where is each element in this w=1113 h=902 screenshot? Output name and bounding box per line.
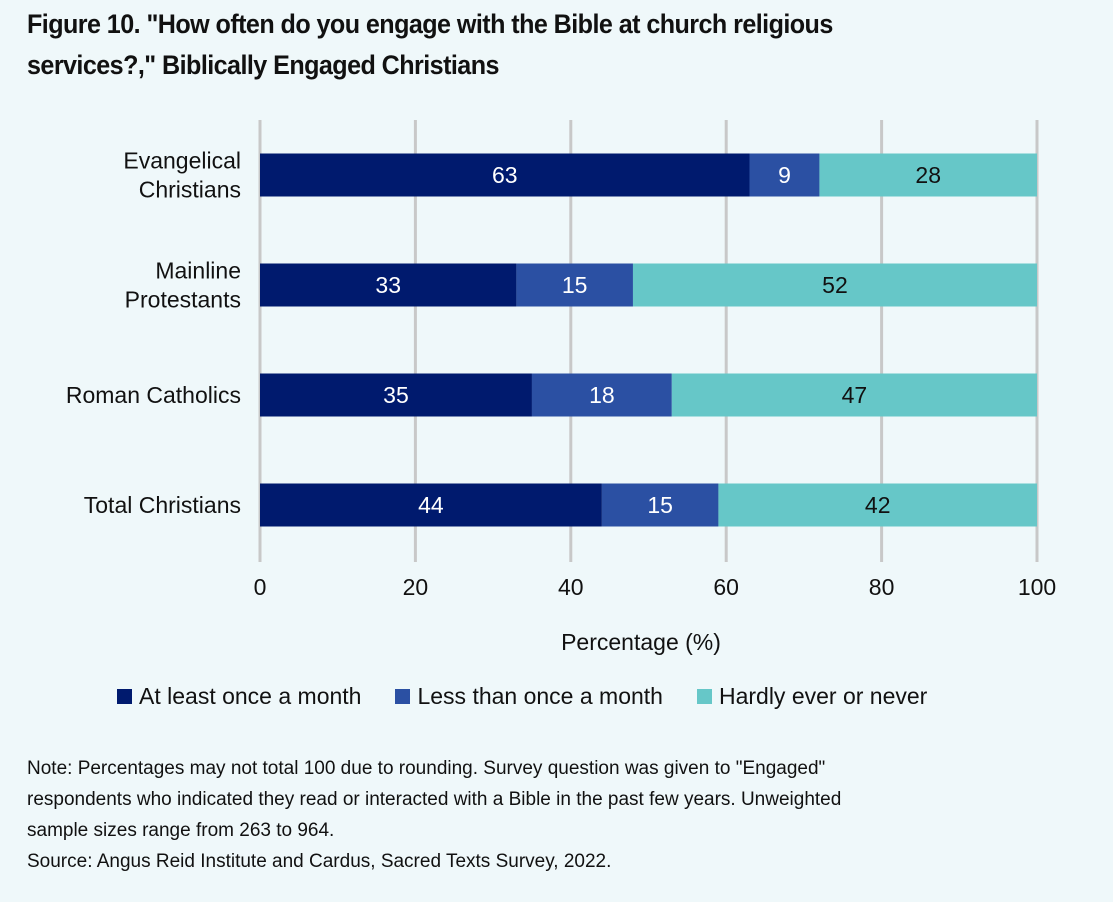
data-label: 63 (492, 162, 518, 188)
legend-item-at-least-monthly: At least once a month (117, 683, 361, 710)
category-label: Christians (139, 177, 241, 203)
bar-segment (260, 483, 602, 527)
stacked-bar-chart: 63 9 28 33 15 52 35 18 47 44 15 42 Evangelical Chris… (66, 120, 1057, 655)
bar-segment (819, 153, 1037, 197)
x-tick-label: 80 (869, 574, 895, 600)
legend-item-hardly-ever: Hardly ever or never (696, 682, 928, 710)
x-tick-labels: 0 20 40 60 80 100 (254, 574, 1057, 600)
legend-swatch (696, 688, 712, 704)
data-label: 35 (383, 382, 409, 408)
category-label: Mainline (155, 258, 241, 284)
note-line: Note: Percentages may not total 100 due … (27, 758, 826, 779)
data-label: 18 (589, 382, 615, 408)
bar-segment (260, 153, 750, 197)
x-tick-label: 20 (403, 574, 429, 600)
bar-segment (516, 263, 633, 307)
figure-title-line-2: services?," Biblically Engaged Christian… (27, 50, 499, 80)
data-label: 15 (562, 272, 588, 298)
source-line: Source: Angus Reid Institute and Cardus,… (27, 851, 612, 872)
legend-item-less-than-monthly: Less than once a month (395, 683, 663, 710)
legend-swatch (395, 688, 411, 704)
category-label: Evangelical (123, 148, 241, 174)
bar-segment (671, 373, 1037, 417)
x-axis-title: Percentage (%) (561, 629, 721, 655)
note-line: respondents who indicated they read or i… (27, 789, 842, 810)
legend-label: Less than once a month (417, 682, 663, 709)
legend-label: Hardly ever or never (718, 682, 928, 709)
bars: 63 9 28 33 15 52 35 18 47 44 15 42 (260, 153, 1037, 527)
bar-segment (718, 483, 1037, 527)
figure-title-line-1: Figure 10. "How often do you engage with… (27, 9, 833, 39)
bar-segment (601, 483, 719, 527)
x-tick-label: 100 (1018, 574, 1056, 600)
category-label: Total Christians (84, 492, 241, 518)
legend-label: At least once a month (139, 682, 362, 709)
x-tick-label: 40 (558, 574, 584, 600)
x-tick-label: 0 (254, 574, 267, 600)
category-label: Protestants (125, 287, 241, 313)
data-label: 42 (865, 492, 891, 518)
data-label: 33 (375, 272, 401, 298)
category-labels: Evangelical Christians Mainline Protestants… (66, 148, 241, 519)
figure-title: Figure 10. "How often do you engage with… (27, 4, 1022, 86)
category-label: Roman Catholics (66, 382, 241, 408)
bar-segment (632, 263, 1037, 307)
bar-segment (260, 263, 517, 307)
data-label: 15 (647, 492, 673, 518)
x-tick-label: 60 (713, 574, 739, 600)
bar-segment (749, 153, 820, 197)
data-label: 44 (418, 492, 444, 518)
data-label: 52 (822, 272, 848, 298)
data-label: 9 (778, 162, 791, 188)
notes: Note: Percentages may not total 100 due … (27, 753, 1087, 877)
bar-segment (260, 373, 532, 417)
note-line: sample sizes range from 263 to 964. (27, 820, 335, 841)
legend-swatch (117, 688, 132, 704)
data-label: 47 (842, 382, 868, 408)
data-label: 28 (915, 162, 941, 188)
legend: At least once a month Less than once a m… (117, 680, 961, 712)
bar-segment (531, 373, 672, 417)
